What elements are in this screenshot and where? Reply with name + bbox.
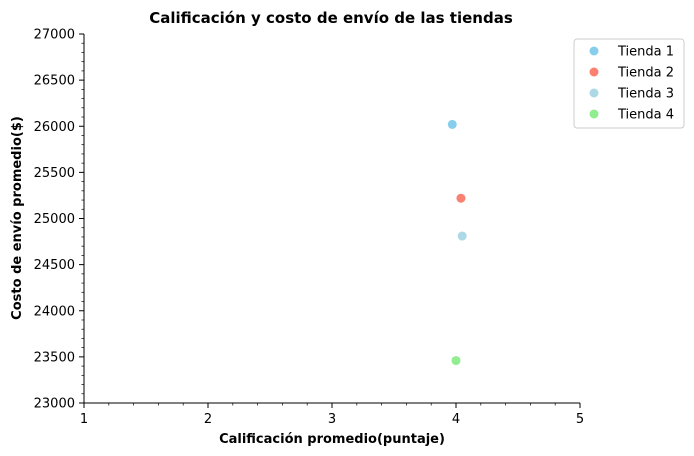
x-axis-ticks: 1 2 3 4 5 xyxy=(80,403,584,427)
x-tick-label: 2 xyxy=(204,412,212,427)
y-tick-label: 23500 xyxy=(34,350,75,365)
y-axis-label: Costo de envío promedio($) xyxy=(10,116,25,320)
legend-marker-tienda-1 xyxy=(589,46,599,56)
data-points xyxy=(447,119,467,366)
x-tick-label: 3 xyxy=(328,412,336,427)
y-tick-label: 26000 xyxy=(34,120,75,135)
legend-marker-tienda-3 xyxy=(589,88,599,98)
legend-label-tienda-4: Tienda 4 xyxy=(617,108,674,123)
y-tick-label: 25000 xyxy=(34,212,75,227)
x-tick-label: 1 xyxy=(80,412,88,427)
legend-marker-tienda-4 xyxy=(589,109,599,119)
y-axis-ticks: 23000 23500 24000 24500 25000 25500 26000 26500… xyxy=(34,28,84,412)
legend: Tienda 1 Tienda 2 Tienda 3 Tienda 4 xyxy=(573,38,685,129)
legend-label-tienda-2: Tienda 2 xyxy=(617,66,674,81)
x-axis-label: Calificación promedio(puntaje) xyxy=(219,432,445,447)
data-point-tienda-2 xyxy=(456,193,466,203)
x-tick-label: 4 xyxy=(452,412,460,427)
legend-marker-tienda-2 xyxy=(589,67,599,77)
legend-label-tienda-3: Tienda 3 xyxy=(617,87,674,102)
y-tick-label: 27000 xyxy=(34,28,75,43)
data-point-tienda-3 xyxy=(457,231,467,241)
y-tick-label: 24000 xyxy=(34,304,75,319)
plot-area: 23000 23500 24000 24500 25000 25500 26000 26500… xyxy=(34,28,585,428)
y-tick-label: 24500 xyxy=(34,258,75,273)
y-tick-label: 25500 xyxy=(34,166,75,181)
y-tick-label: 26500 xyxy=(34,74,75,89)
legend-label-tienda-1: Tienda 1 xyxy=(617,45,674,60)
y-tick-label: 23000 xyxy=(34,397,75,412)
x-tick-label: 5 xyxy=(576,412,584,427)
legend-frame xyxy=(573,38,685,129)
data-point-tienda-4 xyxy=(451,356,461,366)
chart-title: Calificación y costo de envío de las tie… xyxy=(149,9,513,27)
data-point-tienda-1 xyxy=(447,119,457,129)
